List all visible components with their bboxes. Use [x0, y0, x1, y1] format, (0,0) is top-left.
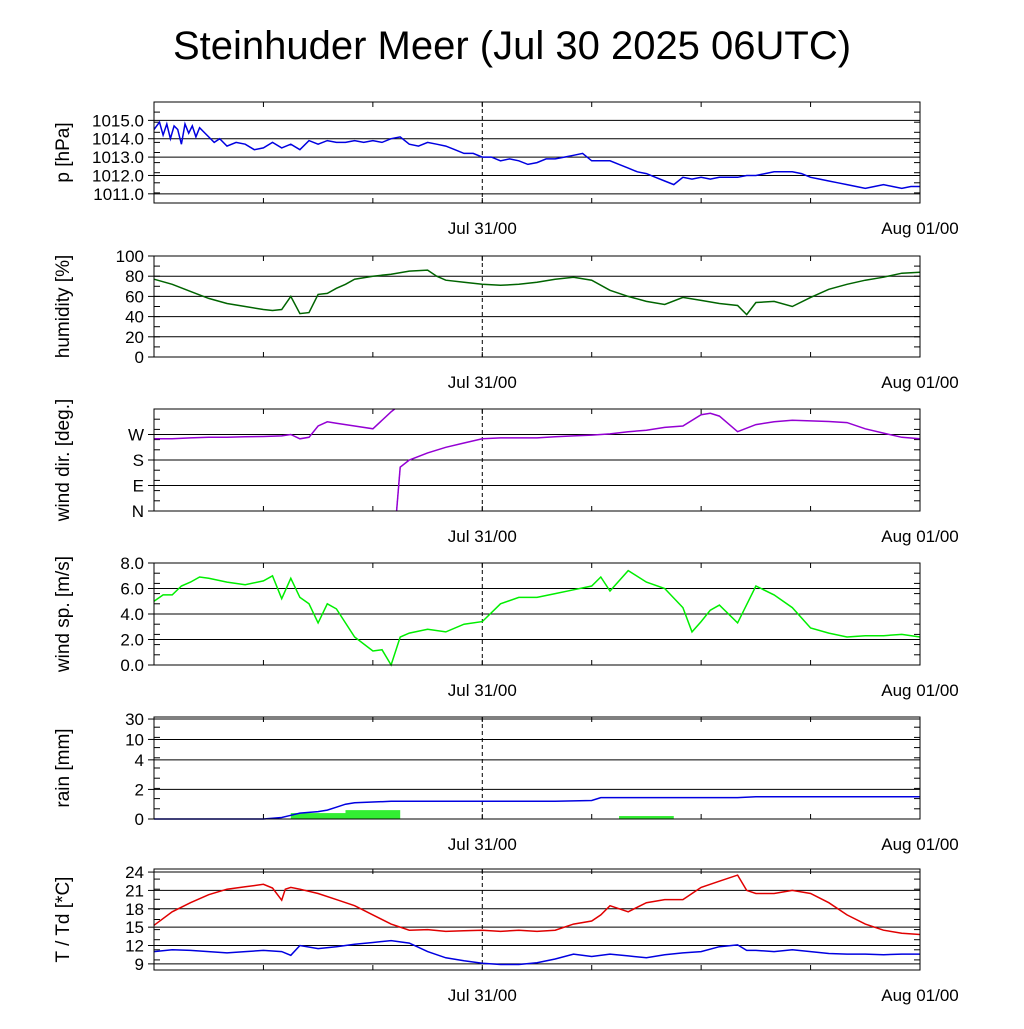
- humidity-series: [153, 269, 921, 316]
- x-tick-label: Jul 31/00: [448, 835, 517, 854]
- x-tick-label: Jul 31/00: [448, 219, 517, 238]
- y-tick-label: 60: [125, 287, 144, 306]
- y-tick-label: N: [132, 502, 144, 521]
- y-tick-label: 10: [125, 730, 144, 749]
- y-tick-label: 80: [125, 267, 144, 286]
- y-tick-label: 0: [135, 348, 144, 367]
- panel-frame: [153, 562, 921, 666]
- panel-frame: [153, 716, 921, 820]
- panel-frame: [153, 868, 921, 971]
- x-tick-label: Aug 01/00: [881, 527, 959, 546]
- y-tick-label: 24: [125, 863, 144, 882]
- x-tick-label: Aug 01/00: [881, 986, 959, 1005]
- y-tick-label: 8.0: [120, 554, 144, 573]
- x-tick-label: Aug 01/00: [881, 219, 959, 238]
- panel-frame: [153, 408, 921, 512]
- y-axis-label: wind sp. [m/s]: [53, 556, 74, 673]
- y-tick-label: 1013.0: [92, 148, 144, 167]
- y-tick-label: 2: [135, 780, 144, 799]
- panel-frame: [153, 255, 921, 358]
- panel-frame: [153, 101, 921, 204]
- x-tick-label: Aug 01/00: [881, 373, 959, 392]
- y-tick-label: 100: [116, 247, 144, 266]
- wind-direction-series: [154, 408, 921, 512]
- x-tick-label: Jul 31/00: [448, 373, 517, 392]
- y-tick-label: 6.0: [120, 580, 144, 599]
- y-axis-label: p [hPa]: [53, 122, 74, 182]
- y-axis-label: T / Td [*C]: [53, 877, 74, 963]
- rain-bar: [619, 816, 674, 819]
- y-tick-label: 15: [125, 918, 144, 937]
- y-tick-label: 40: [125, 308, 144, 327]
- y-tick-label: 0.0: [120, 656, 144, 675]
- y-tick-label: 1011.0: [93, 185, 144, 204]
- y-axis-label: wind dir. [deg.]: [53, 399, 74, 523]
- pressure-series: [153, 120, 920, 190]
- panel-4: 8.0 6.0 4.0 2.0 0.0 Jul 31/00 Aug 01/00 wind sp…: [53, 554, 959, 700]
- x-tick-label: Jul 31/00: [448, 681, 517, 700]
- x-tick-label: Jul 31/00: [448, 527, 517, 546]
- y-tick-label: 1015.0: [92, 111, 144, 130]
- y-tick-label: E: [133, 477, 144, 496]
- chart-title: Steinhuder Meer (Jul 30 2025 06UTC): [172, 24, 852, 68]
- rain-bar: [290, 813, 346, 819]
- y-tick-label: 21: [125, 881, 144, 900]
- x-tick-label: Aug 01/00: [881, 835, 959, 854]
- x-tick-label: Aug 01/00: [881, 681, 959, 700]
- y-axis-label: humidity [%]: [53, 255, 74, 358]
- y-tick-label: 20: [125, 328, 144, 347]
- x-tick-label: Jul 31/00: [448, 986, 517, 1005]
- y-tick-label: 1014.0: [92, 130, 144, 149]
- y-tick-label: 2.0: [120, 631, 144, 650]
- y-tick-label: 18: [125, 900, 144, 919]
- y-tick-label: 12: [125, 937, 144, 956]
- wind_speed-series: [153, 569, 921, 667]
- y-tick-label: S: [133, 451, 144, 470]
- y-tick-label: 30: [125, 710, 144, 729]
- wind-direction-drop: [395, 467, 401, 512]
- y-tick-label: 9: [135, 955, 144, 974]
- y-axis-label: rain [mm]: [53, 728, 74, 807]
- temperature-series: [153, 874, 921, 936]
- rain_line-series: [154, 796, 920, 820]
- rain-bar: [345, 810, 401, 819]
- y-tick-label: 0: [135, 810, 144, 829]
- y-tick-label: 4.0: [120, 605, 144, 624]
- y-tick-label: 4: [135, 751, 144, 770]
- dewpoint-series: [153, 939, 920, 966]
- y-tick-label: 1012.0: [92, 166, 144, 185]
- y-tick-label: W: [128, 426, 144, 445]
